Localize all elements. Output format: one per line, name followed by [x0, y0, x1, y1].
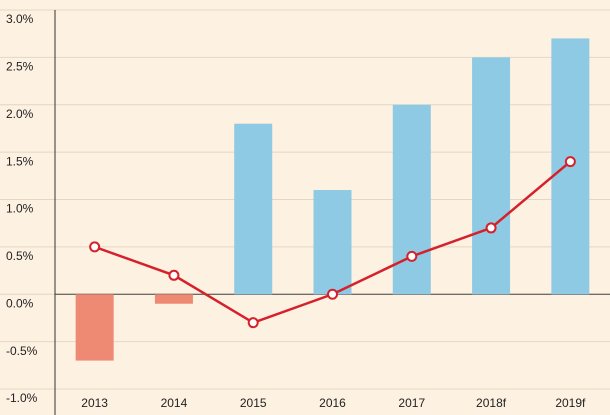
y-tick-label: 2.0% [6, 107, 34, 121]
x-tick-label: 2018f [476, 396, 507, 410]
line-marker [564, 156, 576, 168]
y-tick-label: 0.5% [6, 249, 34, 263]
bar [154, 294, 193, 304]
bar [75, 294, 114, 361]
x-tick-label: 2019f [555, 396, 586, 410]
line-marker [247, 317, 259, 329]
line-marker [406, 250, 418, 262]
y-tick-label: 1.5% [6, 154, 34, 168]
y-tick-label: -0.5% [6, 344, 38, 358]
bar [234, 123, 273, 295]
line-marker [327, 288, 338, 300]
y-tick-label: 2.5% [6, 60, 34, 74]
x-tick-label: 2017 [398, 396, 425, 410]
y-tick-label: 0.0% [6, 296, 34, 310]
line-marker [89, 241, 101, 253]
y-tick-label: 1.0% [6, 202, 34, 216]
x-tick-label: 2014 [161, 396, 188, 410]
line-marker [485, 222, 497, 234]
x-tick-label: 2015 [240, 396, 267, 410]
bar [392, 104, 431, 295]
x-tick-label: 2013 [81, 396, 108, 410]
y-tick-label: 3.0% [6, 12, 34, 26]
bar [313, 190, 352, 295]
x-tick-label: 2016 [319, 396, 346, 410]
line-marker [168, 269, 180, 281]
y-tick-label: -1.0% [6, 391, 38, 405]
bar [472, 57, 511, 295]
